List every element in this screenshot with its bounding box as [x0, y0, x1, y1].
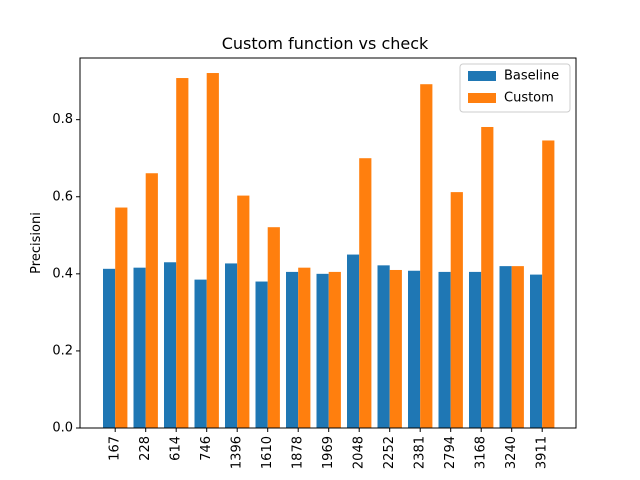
- y-tick-label: 0.8: [52, 112, 73, 127]
- bar-custom-3240: [511, 266, 524, 429]
- x-tick-label: 1610: [260, 436, 275, 469]
- bar-custom-3168: [481, 126, 494, 429]
- bar-baseline-1878: [286, 271, 299, 428]
- legend-label-custom: Custom: [504, 91, 554, 106]
- legend-swatch-baseline: [468, 71, 496, 81]
- bar-baseline-167: [103, 268, 116, 428]
- x-tick-label: 2048: [352, 436, 367, 469]
- x-tick-label: 1878: [291, 436, 306, 469]
- x-tick-label: 1969: [321, 436, 336, 469]
- bar-custom-1610: [267, 227, 280, 428]
- x-tick-label: 2252: [382, 436, 397, 469]
- y-tick-label: 0.4: [52, 266, 73, 281]
- x-tick-label: 3240: [504, 436, 519, 469]
- y-axis-label: Precisioni: [29, 212, 44, 274]
- x-tick-label: 228: [138, 436, 153, 461]
- x-tick-label: 3168: [474, 436, 489, 469]
- bar-custom-167: [115, 207, 128, 428]
- legend: Baseline Custom: [459, 63, 571, 113]
- bar-baseline-3168: [469, 271, 482, 428]
- legend-label-baseline: Baseline: [504, 69, 559, 84]
- bar-baseline-1610: [255, 281, 268, 428]
- bar-baseline-228: [133, 267, 146, 428]
- x-tick-label: 3911: [535, 436, 550, 469]
- x-tick-label: 746: [199, 436, 214, 461]
- bars-group: [103, 73, 555, 429]
- y-tick-label: 0.2: [52, 343, 73, 358]
- x-tick-label: 614: [169, 436, 184, 461]
- bar-baseline-2252: [377, 265, 390, 428]
- bar-custom-746: [206, 73, 219, 428]
- bar-custom-2381: [420, 84, 433, 429]
- x-tick-label: 167: [108, 436, 123, 461]
- bar-baseline-2048: [347, 254, 360, 428]
- bar-custom-1396: [237, 195, 250, 428]
- x-tick-label: 2381: [413, 436, 428, 469]
- bar-custom-3911: [542, 140, 555, 429]
- y-tick-label: 0.6: [52, 189, 73, 204]
- bar-baseline-3911: [530, 274, 543, 428]
- bar-baseline-2381: [408, 270, 421, 428]
- bar-baseline-1969: [316, 273, 329, 428]
- bar-custom-2048: [359, 158, 372, 428]
- legend-swatch-custom: [468, 93, 496, 103]
- plot-frame: [79, 57, 577, 429]
- bar-custom-614: [176, 78, 189, 428]
- bar-custom-1969: [328, 271, 341, 428]
- bar-custom-228: [145, 173, 158, 428]
- y-axis: 0.0 0.2 0.4 0.6 0.8: [52, 112, 80, 436]
- y-tick-label: 0.0: [52, 421, 73, 436]
- bar-custom-2252: [389, 269, 402, 428]
- chart-title: Custom function vs check: [222, 34, 429, 53]
- x-tick-label: 1396: [230, 436, 245, 469]
- x-tick-label: 2794: [443, 436, 458, 469]
- bar-baseline-2794: [438, 271, 451, 428]
- bar-baseline-3240: [499, 266, 512, 429]
- bar-custom-1878: [298, 267, 311, 428]
- bar-custom-2794: [450, 192, 463, 428]
- bar-baseline-1396: [225, 263, 238, 428]
- x-axis: 167 228 614 746 1396 1610 1878 1969 2048 2252 2381…: [108, 428, 550, 469]
- bar-baseline-746: [194, 279, 207, 428]
- bar-baseline-614: [164, 262, 177, 428]
